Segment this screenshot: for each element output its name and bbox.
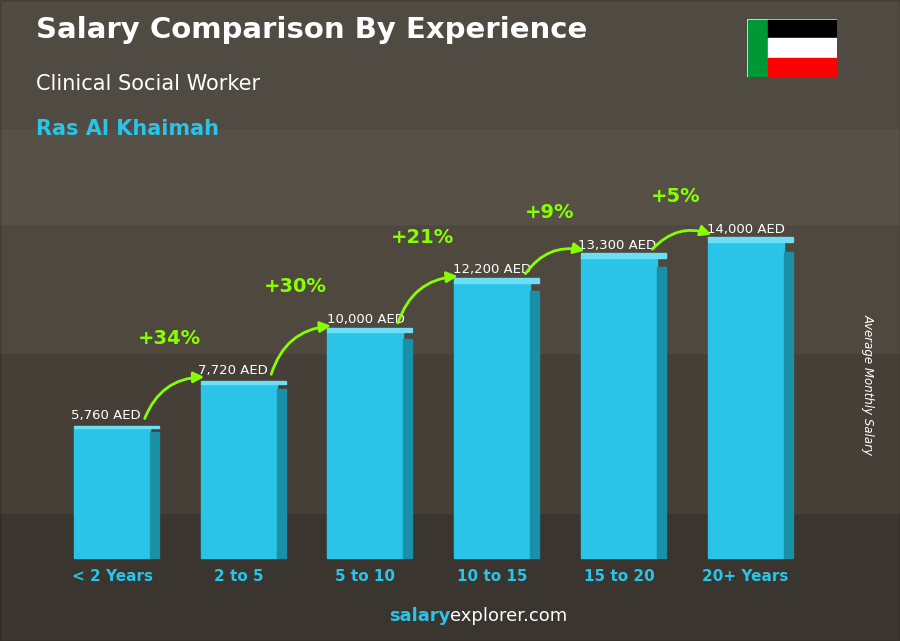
Bar	[530, 291, 539, 558]
Bar	[0, 353, 900, 513]
Text: +9%: +9%	[525, 203, 574, 222]
Bar	[454, 283, 530, 558]
Bar	[454, 278, 539, 283]
Text: +5%: +5%	[651, 187, 701, 206]
Text: +34%: +34%	[138, 329, 201, 347]
Text: +21%: +21%	[391, 228, 454, 247]
Bar	[580, 258, 657, 558]
Text: 5,760 AED: 5,760 AED	[71, 408, 141, 422]
Bar	[707, 242, 784, 558]
Bar	[74, 428, 150, 558]
Bar	[403, 339, 412, 558]
Bar	[0, 0, 900, 128]
Text: explorer.com: explorer.com	[450, 607, 567, 625]
Text: Clinical Social Worker: Clinical Social Worker	[36, 74, 260, 94]
Text: 13,300 AED: 13,300 AED	[579, 238, 656, 252]
Bar	[657, 267, 666, 558]
Text: 7,720 AED: 7,720 AED	[198, 365, 268, 378]
Text: 14,000 AED: 14,000 AED	[706, 223, 785, 236]
Bar	[0, 513, 900, 641]
Bar	[74, 426, 159, 428]
Text: Average Monthly Salary: Average Monthly Salary	[862, 314, 875, 455]
Bar	[747, 19, 768, 77]
Bar	[707, 237, 793, 242]
Bar	[201, 384, 277, 558]
Bar	[0, 224, 900, 353]
Bar	[328, 332, 403, 558]
Bar	[150, 432, 159, 558]
Bar	[328, 328, 412, 332]
Bar	[768, 38, 837, 58]
Bar	[277, 389, 285, 558]
Bar	[768, 58, 837, 77]
Bar	[580, 253, 666, 258]
Text: 12,200 AED: 12,200 AED	[453, 263, 531, 276]
Text: +30%: +30%	[265, 278, 328, 296]
Bar	[784, 252, 793, 558]
Text: salary: salary	[389, 607, 450, 625]
Bar	[0, 128, 900, 224]
Text: Salary Comparison By Experience: Salary Comparison By Experience	[36, 16, 587, 44]
Bar	[768, 19, 837, 38]
Bar	[201, 381, 285, 384]
Text: 10,000 AED: 10,000 AED	[327, 313, 404, 326]
Text: Ras Al Khaimah: Ras Al Khaimah	[36, 119, 219, 138]
